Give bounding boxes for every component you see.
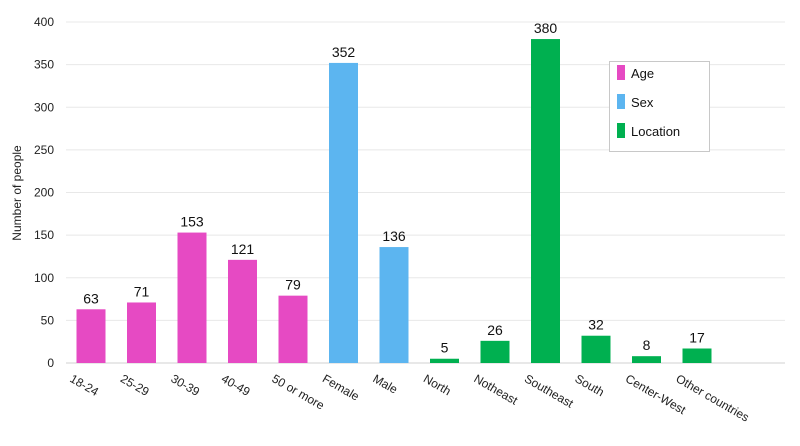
y-tick-label: 250 — [34, 143, 54, 157]
data-label: 380 — [534, 20, 558, 36]
y-tick-label: 50 — [41, 313, 55, 327]
data-label: 63 — [83, 290, 99, 306]
x-tick-label: Southeast — [522, 371, 576, 410]
bar — [329, 62, 358, 364]
bar — [632, 356, 661, 363]
y-tick-label: 150 — [34, 228, 54, 242]
bar — [682, 348, 712, 363]
bar — [480, 340, 510, 363]
y-axis-label: Number of people — [10, 145, 24, 241]
legend-label: Sex — [631, 95, 654, 110]
legend-box — [609, 61, 710, 152]
x-tick-label: 30-39 — [169, 371, 203, 399]
legend-swatch — [617, 123, 625, 138]
x-tick-label: 40-49 — [219, 371, 253, 399]
data-label: 352 — [332, 44, 356, 60]
x-tick-label: Notheast — [472, 371, 521, 407]
y-tick-label: 0 — [47, 356, 54, 370]
y-axis-ticks: 0 50 100 150 200 250 300 350 400 — [34, 15, 54, 370]
x-tick-label: 18-24 — [68, 371, 102, 399]
legend-swatch — [617, 94, 625, 109]
bars: 63 71 153 121 79 352 136 5 26 380 32 8 17 — [76, 20, 712, 364]
data-label: 153 — [180, 214, 204, 230]
x-tick-label: Female — [320, 371, 362, 403]
legend-label: Location — [631, 124, 680, 139]
bar — [531, 39, 560, 364]
x-tick-label: 50 or more — [270, 371, 328, 412]
data-label: 8 — [643, 337, 651, 353]
data-label: 79 — [285, 277, 301, 293]
data-label: 71 — [134, 283, 150, 299]
x-tick-label: 25-29 — [118, 371, 152, 399]
legend-label: Age — [631, 66, 654, 81]
data-label: 136 — [382, 228, 406, 244]
x-tick-label: North — [421, 371, 453, 398]
data-label: 5 — [441, 340, 449, 356]
x-tick-label: Male — [371, 371, 401, 396]
y-tick-label: 400 — [34, 15, 54, 29]
y-tick-label: 200 — [34, 186, 54, 200]
data-label: 26 — [487, 322, 503, 338]
y-tick-label: 300 — [34, 100, 54, 114]
y-tick-label: 350 — [34, 58, 54, 72]
legend: Age Sex Location — [609, 61, 710, 152]
bar — [430, 358, 459, 363]
x-tick-label: South — [573, 371, 607, 399]
bar — [278, 295, 308, 363]
x-tick-label: Other countries — [674, 371, 752, 424]
data-label: 32 — [588, 317, 604, 333]
bar — [379, 247, 409, 363]
data-label: 17 — [689, 330, 705, 346]
y-tick-label: 100 — [34, 271, 54, 285]
bar — [127, 302, 156, 363]
bar — [76, 309, 106, 363]
bar — [581, 335, 611, 363]
data-label: 121 — [231, 241, 255, 257]
bar — [228, 259, 257, 363]
legend-swatch — [617, 65, 625, 80]
bar — [177, 232, 207, 363]
